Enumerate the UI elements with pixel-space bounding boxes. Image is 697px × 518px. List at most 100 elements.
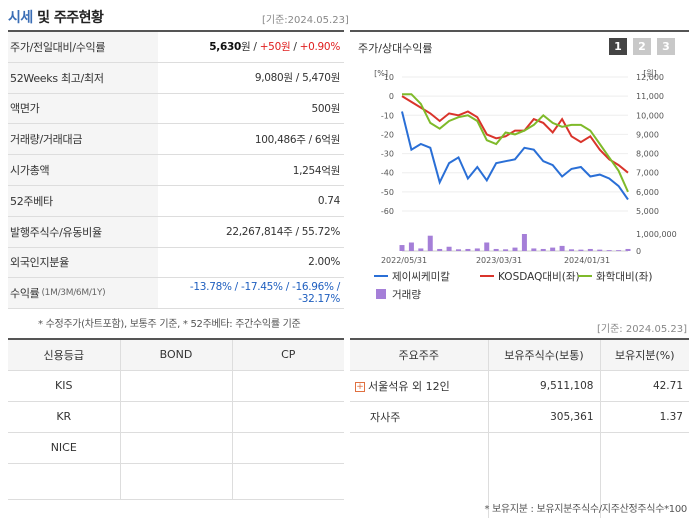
holder-header: 보유지분(%) — [600, 339, 689, 371]
x-tick-label: 2022/05/31 — [381, 256, 427, 265]
volume-bar — [484, 242, 490, 251]
price-row: 시가총액 1,254억원 — [8, 155, 344, 186]
holder-cell — [350, 432, 489, 518]
reference-date: [기준:2024.05.23] — [262, 15, 349, 26]
credit-row: KR — [8, 401, 344, 433]
holder-row: 자사주 305,361 1.37 — [350, 401, 689, 433]
price-row-value: 5,630원 / +50원 / +0.90% — [209, 41, 340, 54]
volume-bar — [625, 248, 631, 251]
right-tick-label: 11,000 — [636, 92, 664, 101]
credit-cell — [8, 463, 121, 500]
price-row-value: 0.74 — [317, 194, 340, 207]
price-row-label: 수익률 (1M/3M/6M/1Y) — [8, 278, 158, 309]
credit-cell — [120, 432, 233, 464]
left-tick-label: -30 — [381, 150, 394, 159]
price-row-value: 22,267,814주 / 55.72% — [225, 226, 340, 239]
credit-row: KIS — [8, 370, 344, 402]
volume-bar — [616, 250, 622, 251]
left-tick-label: -60 — [381, 207, 394, 216]
volume-bar — [531, 248, 537, 251]
chart-page-button-2[interactable]: 2 — [633, 38, 651, 55]
credit-cell: NICE — [8, 432, 121, 464]
price-row-label: 주가/전일대비/수익률 — [8, 32, 158, 62]
credit-cell: KIS — [8, 370, 121, 402]
right-tick-label: 9,000 — [636, 130, 659, 139]
price-row-label: 시가총액 — [8, 155, 158, 185]
price-row-label: 액면가 — [8, 93, 158, 124]
volume-bar — [446, 246, 452, 251]
right-tick-label: 7,000 — [636, 169, 659, 178]
price-row: 52주베타 0.74 — [8, 185, 344, 217]
left-tick-label: -10 — [381, 111, 394, 120]
series-line-1 — [401, 95, 629, 174]
volume-bar — [512, 247, 518, 251]
x-tick-label: 2023/03/31 — [476, 256, 522, 265]
holder-header: 주요주주 — [350, 339, 489, 371]
expand-plus-icon[interactable]: + — [355, 381, 365, 392]
price-row: 거래량/거래대금 100,486주 / 6억원 — [8, 124, 344, 156]
price-row-label: 52주베타 — [8, 185, 158, 216]
volume-bar — [427, 235, 433, 251]
holder-name-cell: + 서울석유 외 12인 — [350, 370, 489, 402]
chart-title: 주가/상대수익률 — [358, 42, 433, 55]
right-tick-label: 6,000 — [636, 188, 659, 197]
price-row: 외국인지분율 2.00% — [8, 247, 344, 279]
holder-name-cell: 자사주 — [350, 401, 489, 433]
holder-cell — [488, 432, 601, 518]
volume-bar — [437, 248, 443, 251]
left-tick-label: -40 — [381, 169, 394, 178]
price-row: 발행주식수/유동비율 22,267,814주 / 55.72% — [8, 216, 344, 248]
price-row: 52Weeks 최고/최저 9,080원 / 5,470원 — [8, 62, 344, 94]
chart-page-button-1[interactable]: 1 — [609, 38, 627, 55]
holder-shares: 305,361 — [488, 401, 601, 433]
price-row-value: 100,486주 / 6억원 — [254, 133, 340, 146]
chart-page-button-3[interactable]: 3 — [657, 38, 675, 55]
legend-label: KOSDAQ대비(좌) — [498, 271, 580, 283]
holder-footnote: * 보유지분 : 보유지분주식수/지주산정주식수*100 — [484, 504, 687, 515]
price-row-label: 발행주식수/유동비율 — [8, 216, 158, 247]
series-line-2 — [402, 93, 629, 193]
volume-bar — [474, 248, 480, 251]
volume-bar — [606, 250, 612, 251]
holder-percent: 1.37 — [600, 401, 689, 433]
price-row-label: 외국인지분율 — [8, 247, 158, 278]
volume-bar — [587, 248, 593, 251]
credit-cell — [232, 370, 344, 402]
right-axis-unit: [원] — [643, 69, 657, 78]
major-shareholder-table: 주요주주 보유주식수(보통) 보유지분(%) + 서울석유 외 12인 9,511,108… — [350, 338, 689, 518]
volume-bar — [521, 234, 527, 251]
holder-name: 서울석유 외 12인 — [368, 379, 450, 393]
volume-bar — [569, 249, 574, 251]
legend-swatch — [376, 289, 386, 299]
right-tick-label: 5,000 — [636, 207, 659, 216]
legend-label: 거래량 — [392, 289, 421, 301]
series-line-0 — [401, 111, 629, 201]
volume-bar — [503, 249, 509, 251]
volume-bar — [408, 242, 414, 251]
credit-cell: KR — [8, 401, 121, 433]
holder-shares: 9,511,108 — [488, 370, 601, 402]
credit-header: BOND — [120, 339, 233, 371]
price-row-value: -13.78% / -17.45% / -16.96% / -32.17% — [189, 281, 340, 306]
holder-percent: 42.71 — [600, 370, 689, 402]
right-tick-label: 10,000 — [636, 111, 664, 120]
volume-bar — [493, 248, 499, 251]
x-tick-label: 2024/01/31 — [564, 256, 610, 265]
volume-bar — [456, 249, 461, 251]
right-tick-label: 8,000 — [636, 150, 659, 159]
price-summary-table: 주가/전일대비/수익률 5,630원 / +50원 / +0.90% 52Weeks… — [8, 30, 344, 310]
page-title: 시세 및 주주현황 — [8, 10, 104, 26]
credit-header: 신용등급 — [8, 339, 121, 371]
volume-bar — [550, 247, 556, 251]
holder-row: + 서울석유 외 12인 9,511,108 42.71 — [350, 370, 689, 402]
price-row-value: 500원 — [311, 102, 340, 115]
legend-label: 제이씨케미칼 — [392, 270, 450, 283]
left-tick-label: -50 — [381, 188, 394, 197]
credit-rating-table: 신용등급 BOND CP KIS KR NICE — [8, 338, 344, 500]
volume-tick-label: 1,000,000 — [636, 230, 677, 239]
holder-name: 자사주 — [370, 410, 401, 424]
holder-cell — [600, 432, 689, 518]
credit-cell — [232, 401, 344, 433]
